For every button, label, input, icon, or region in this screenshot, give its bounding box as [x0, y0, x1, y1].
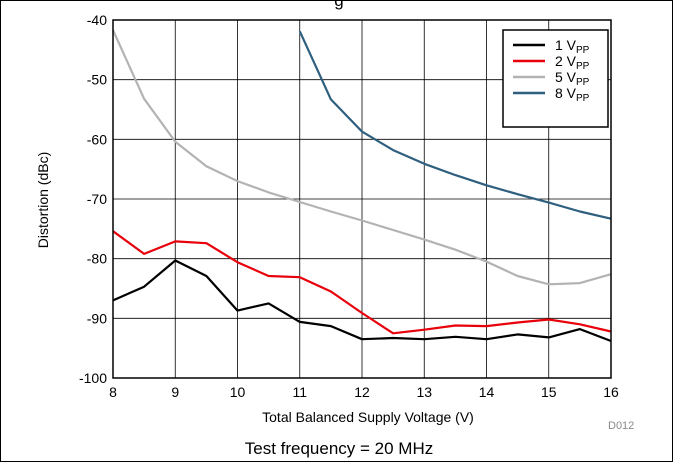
legend-label-name: 1 V	[555, 37, 577, 53]
x-tick-label: 11	[292, 384, 307, 400]
y-tick-label: -70	[87, 191, 107, 207]
x-tick-label: 9	[171, 384, 179, 400]
legend-label-name: 2 V	[555, 53, 577, 69]
legend-label: 1 VPP	[555, 37, 590, 56]
legend-label-subscript: PP	[576, 77, 590, 88]
x-tick-label: 15	[541, 384, 557, 400]
y-tick-label: -90	[87, 310, 107, 326]
legend-label-subscript: PP	[576, 61, 590, 72]
y-tick-label: -100	[79, 370, 107, 386]
y-tick-label: -40	[87, 12, 107, 28]
legend-label-name: 5 V	[555, 69, 577, 85]
series-line-2	[112, 230, 612, 335]
series-line-3	[111, 29, 612, 286]
y-axis-label: Distortion (dBc)	[35, 152, 51, 248]
legend-label-name: 8 V	[555, 85, 577, 101]
caption: Test frequency = 20 MHz	[245, 439, 434, 458]
legend-label-subscript: PP	[576, 45, 590, 56]
series-lines	[111, 29, 612, 343]
x-tick-label: 13	[416, 384, 432, 400]
x-tick-label: 12	[354, 384, 370, 400]
legend-label: 5 VPP	[555, 69, 590, 88]
y-tick-labels: -40 -50 -60 -70 -80 -90 -100	[79, 12, 107, 386]
x-tick-label: 16	[603, 384, 619, 400]
legend-label-subscript: PP	[576, 93, 590, 104]
y-tick-label: -50	[87, 72, 107, 88]
x-tick-label: 14	[479, 384, 495, 400]
x-tick-label: 8	[109, 384, 117, 400]
series-line-1	[112, 259, 612, 343]
legend-label: 8 VPP	[555, 85, 590, 104]
x-axis-label: Total Balanced Supply Voltage (V)	[262, 409, 474, 425]
plot-area	[112, 19, 612, 379]
legend-label: 2 VPP	[555, 53, 590, 72]
y-tick-label: -60	[87, 131, 107, 147]
series-line-4	[298, 30, 612, 220]
chart-title: g	[334, 0, 343, 10]
x-tick-label: 10	[230, 384, 246, 400]
y-tick-label: -80	[87, 251, 107, 267]
figure-code: D012	[608, 420, 634, 432]
x-tick-labels: 8 9 10 11 12 13 14 15 16	[109, 384, 619, 400]
